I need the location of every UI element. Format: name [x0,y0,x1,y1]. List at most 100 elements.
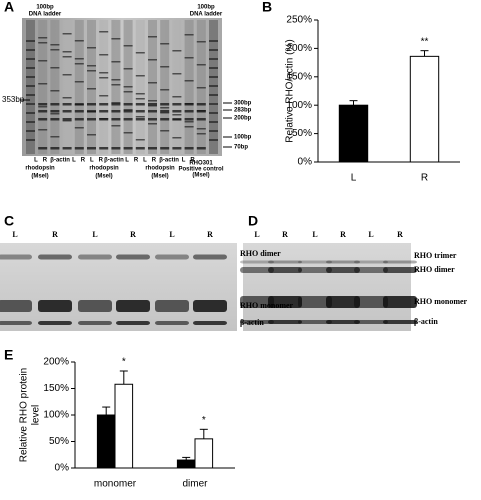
band [155,254,189,260]
band [87,47,96,49]
band [0,254,32,260]
band [240,320,274,324]
band [209,121,218,123]
band [87,147,96,150]
band [196,147,206,150]
band [135,98,145,100]
lane-label: L [92,230,97,239]
lane-label: β-actin [104,158,124,164]
lane-label: R [52,230,58,239]
band [268,267,302,273]
band [78,321,112,325]
band-label: RHO monomer [414,297,468,306]
band [50,136,60,138]
bar [338,104,369,163]
band [268,260,302,264]
band [50,49,60,51]
band [62,103,72,106]
lane-label: L [125,158,129,164]
band [26,49,35,51]
band [123,45,133,47]
band [62,33,72,35]
control-label: Positive control [178,167,223,173]
band [155,300,189,312]
band [268,296,302,308]
lane-label: β-actin [50,158,70,164]
band [209,58,218,60]
band-label: RHO monomer [240,301,294,310]
band [0,321,32,325]
x-tick-label: monomer [94,479,137,490]
band [26,121,35,123]
band [26,94,35,96]
band [148,82,157,84]
lane-label: L [90,158,94,164]
band [148,105,157,107]
band-label: RHO dimer [240,249,281,258]
band [240,267,274,273]
size-marker: 70bp [234,145,248,151]
band [99,95,109,97]
band [62,110,72,113]
y-tick-label: 100% [43,410,69,421]
ladder-label: 100bp [36,5,54,11]
band [99,54,109,56]
lane-label: L [312,230,317,239]
band [26,85,35,87]
band [26,40,35,42]
group-label: rhodopsin [145,166,175,172]
band [172,50,182,52]
blot-image [243,243,411,331]
group-label: rhodopsin [25,166,55,172]
group-label: rhodopsin [89,166,119,172]
band [62,120,72,122]
band [62,51,72,53]
y-tick-label: 200% [43,357,69,368]
band [298,260,332,264]
band [160,103,170,106]
band [184,147,194,150]
band [74,110,84,113]
band [74,40,84,42]
lane-label: β-actin [159,158,179,164]
band [135,75,145,77]
y-axis-label: level [31,405,42,426]
blot-bands [240,260,417,324]
y-tick-label: 200% [286,43,312,54]
x-tick-label: dimer [182,479,208,490]
y-tick-label: 50% [292,128,312,139]
lane-label: R [152,158,157,164]
band [38,129,48,131]
band [78,254,112,260]
size-marker: 100bp [234,135,252,141]
band [148,103,157,106]
band [160,43,170,45]
band [50,118,60,121]
lane-label: R [340,230,346,239]
band [209,76,218,78]
band [354,260,388,264]
lane [87,20,96,154]
band [155,321,189,325]
band [383,260,417,264]
size-marker: 200bp [234,116,252,122]
lane-label: R [81,158,86,164]
band [184,110,194,113]
band [74,103,84,106]
band [50,90,60,92]
lane-label: L [169,230,174,239]
band [38,37,48,39]
blot-bands [0,254,227,325]
band [383,320,417,324]
lane [99,20,109,154]
band [123,68,133,70]
band [160,66,170,68]
band [209,130,218,132]
band [62,118,72,121]
band [196,41,206,43]
band [172,110,182,113]
lane [50,20,60,154]
band [38,60,48,62]
lane [148,20,157,154]
band [62,97,72,99]
